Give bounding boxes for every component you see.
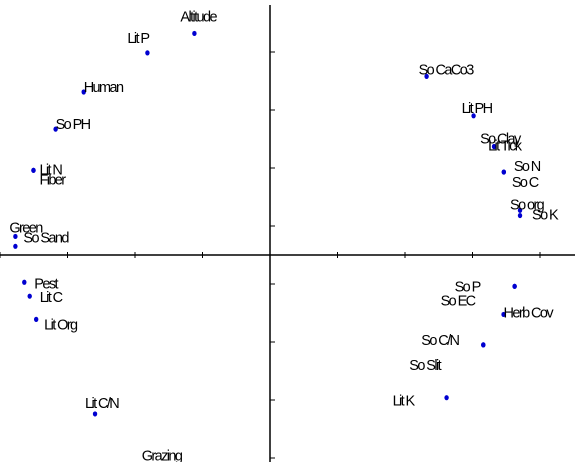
point-green: [13, 233, 18, 240]
point-label-fiber: Fiber: [39, 172, 66, 188]
axes: [0, 5, 575, 462]
point-label-human: Human: [84, 80, 124, 96]
point-label-altitude: Altitude: [180, 9, 217, 25]
point-label-so-ec: So EC: [441, 293, 476, 309]
point-label-so-n: So N: [514, 159, 541, 175]
point-label-so-ph: So PH: [56, 117, 91, 133]
point-human: [81, 89, 86, 95]
point-so-c: [501, 169, 507, 175]
point-altitude: [192, 30, 197, 37]
point-label-lit-p: Lit P: [127, 31, 149, 47]
point-so-org: [517, 207, 523, 213]
point-label-so-slit: So Slit: [409, 358, 441, 374]
point-lit-ph: [471, 113, 476, 119]
point-label-lit-ph: Lit PH: [462, 101, 493, 117]
point-label-lit-tick: Lit Tick: [488, 139, 523, 155]
point-lit-p: [145, 50, 150, 56]
point-label-so-p: So P: [455, 279, 481, 295]
point-label-lit-c-n: Lit C/N: [85, 396, 119, 412]
point-lit-c: [27, 293, 32, 299]
point-so-sand: [13, 243, 18, 249]
point-so-k: [517, 212, 523, 219]
point-so-ph: [53, 126, 58, 132]
point-label-so-c-n: So C/N: [421, 333, 459, 349]
point-label-herb-cov: Herb Cov: [504, 305, 555, 321]
point-so-slit: [481, 342, 486, 348]
point-fiber: [31, 167, 36, 173]
point-label-lit-c: Lit C: [40, 290, 63, 306]
point-so-ec: [512, 283, 517, 289]
point-label-so-org: So org: [510, 197, 545, 213]
point-label-pest: Pest: [34, 276, 58, 292]
point-label-so-clay: So Clay: [480, 132, 522, 148]
point-label-lit-org: Lit Org: [44, 317, 78, 333]
point-lit-org: [33, 316, 39, 322]
point-lit-tick: [491, 143, 497, 150]
point-so-caco3: [424, 73, 429, 79]
point-label-grazing: Grazing: [142, 449, 183, 462]
point-label-so-sand: So Sand: [23, 230, 69, 246]
point-pest: [22, 279, 27, 285]
point-label-green: Green: [9, 220, 43, 236]
point-label-so-c: So C: [512, 175, 539, 191]
point-label-so-k: So K: [532, 208, 559, 224]
point-lit-c-n: [92, 411, 98, 417]
points: [13, 30, 523, 417]
point-herb-cov: [501, 311, 506, 318]
point-lit-k: [444, 395, 449, 401]
point-label-lit-k: Lit K: [393, 394, 416, 410]
point-label-so-caco3: So CaCo3: [419, 62, 475, 78]
point-label-lit-n: Lit N: [39, 162, 62, 178]
